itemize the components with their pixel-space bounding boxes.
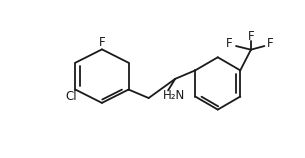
Text: Cl: Cl [65, 90, 77, 103]
Text: F: F [226, 37, 233, 50]
Text: F: F [99, 36, 105, 49]
Text: H₂N: H₂N [163, 89, 185, 102]
Text: F: F [248, 30, 254, 43]
Text: F: F [267, 37, 273, 50]
